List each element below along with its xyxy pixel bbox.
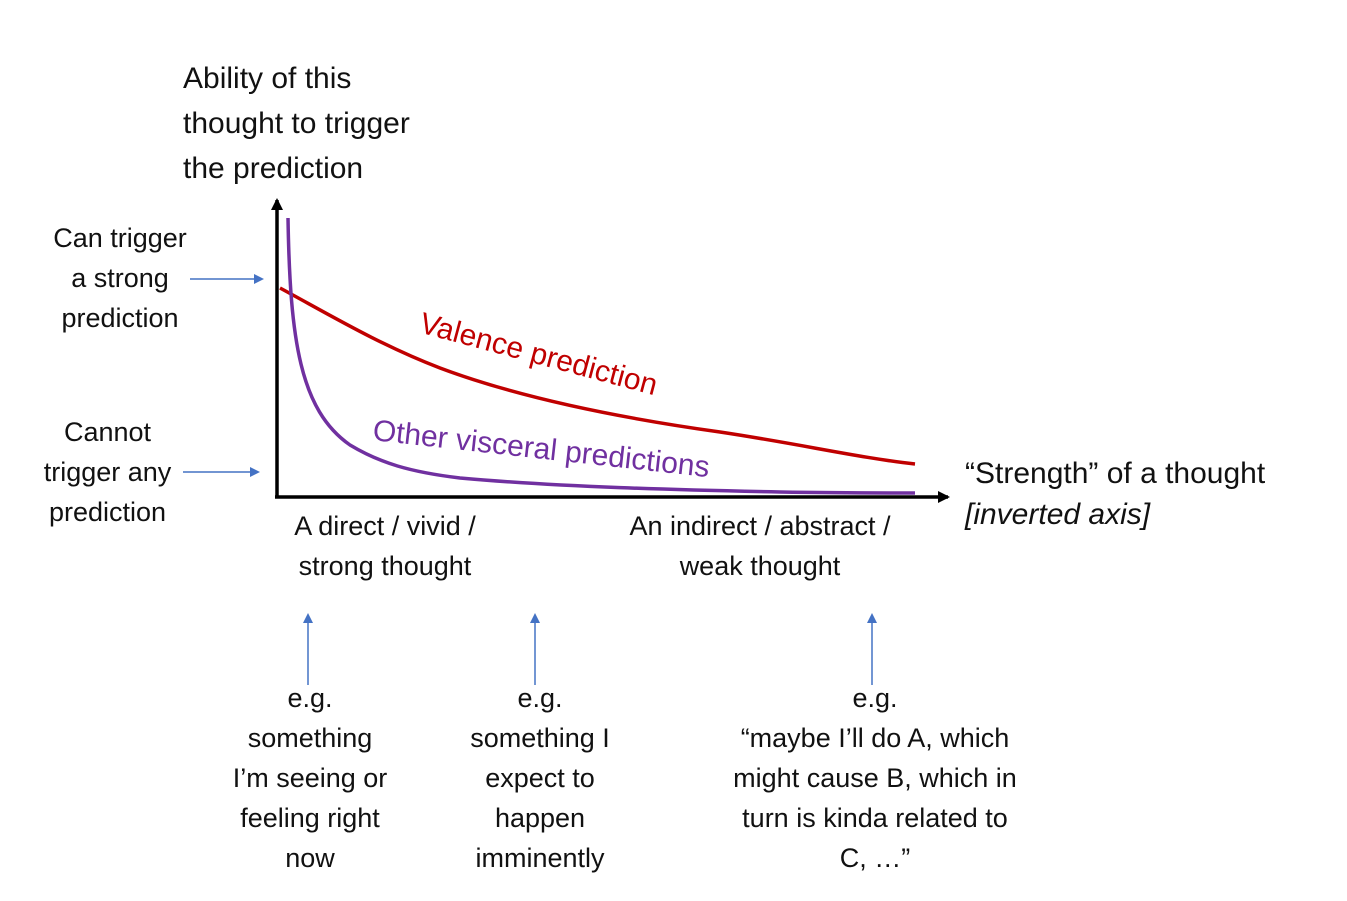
valence-curve (279, 286, 916, 466)
example-line: imminently (475, 843, 605, 873)
y-axis-title-line: Ability of this (183, 62, 352, 95)
x-tick-right-line: weak thought (679, 551, 841, 581)
y-axis-title-line: thought to trigger (183, 107, 410, 140)
y-axis-title: Ability of this thought to trigger the p… (183, 56, 410, 191)
example-imminent: e.g. something I expect to happen immine… (430, 678, 650, 878)
example-line: happen (494, 803, 586, 833)
y-tick-none-line: prediction (48, 497, 167, 527)
valence-curve-label: Valence prediction (416, 307, 661, 402)
x-tick-right: An indirect / abstract / weak thought (600, 506, 920, 586)
y-tick-none-line: Cannot (63, 417, 152, 447)
y-axis-title-line: the prediction (183, 152, 364, 185)
x-axis-title-note: [inverted axis] (965, 498, 1151, 531)
y-tick-none-line: trigger any (43, 457, 172, 487)
y-tick-strong-line: a strong (71, 263, 169, 293)
example-line: might cause B, which in (733, 763, 1017, 793)
y-tick-none: Cannot trigger any prediction (20, 412, 195, 532)
example-line: expect to (485, 763, 595, 793)
example-line: something (247, 723, 373, 753)
example-line: feeling right (240, 803, 380, 833)
x-tick-left-line: A direct / vivid / (294, 511, 476, 541)
y-tick-strong: Can trigger a strong prediction (30, 218, 210, 338)
x-tick-right-line: An indirect / abstract / (629, 511, 891, 541)
example-line: e.g. (287, 683, 333, 713)
example-line: something I (470, 723, 610, 753)
y-tick-strong-line: prediction (61, 303, 179, 333)
example-line: turn is kinda related to (742, 803, 1008, 833)
y-tick-strong-line: Can trigger (53, 223, 187, 253)
example-line: e.g. (852, 683, 898, 713)
x-tick-left-line: strong thought (298, 551, 472, 581)
example-line: “maybe I’ll do A, which (740, 723, 1010, 753)
example-direct: e.g. something I’m seeing or feeling rig… (200, 678, 420, 878)
example-line: e.g. (517, 683, 563, 713)
x-axis-title: “Strength” of a thought [inverted axis] (965, 453, 1265, 535)
example-line: C, …” (839, 843, 911, 873)
x-tick-left: A direct / vivid / strong thought (270, 506, 500, 586)
x-axis-title-main: “Strength” of a thought (965, 457, 1266, 490)
visceral-curve (286, 217, 916, 495)
example-line: I’m seeing or (232, 763, 388, 793)
example-abstract: e.g. “maybe I’ll do A, which might cause… (700, 678, 1050, 878)
example-line: now (285, 843, 335, 873)
